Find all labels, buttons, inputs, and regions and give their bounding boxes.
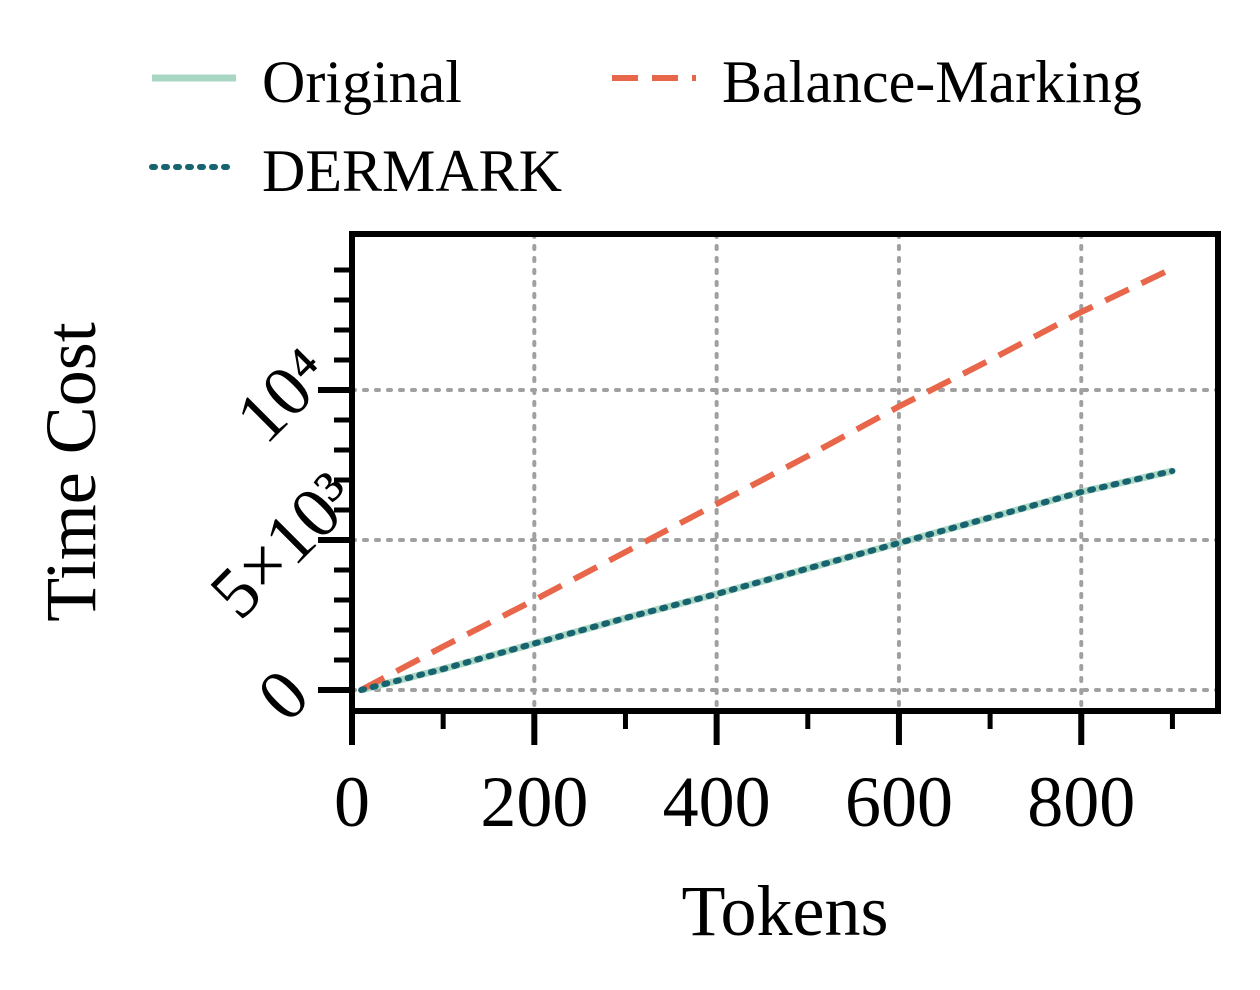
legend-label: Balance-Marking (722, 49, 1142, 115)
x-axis: 0 200 400 600 800 (334, 711, 1175, 842)
x-tick-label: 0 (334, 762, 370, 842)
legend: Original Balance-Marking DERMARK (149, 49, 1142, 204)
grid-lines (350, 232, 1220, 713)
x-tick-label: 200 (480, 762, 588, 842)
y-tick-label: 0 (242, 654, 324, 736)
legend-label: DERMARK (262, 138, 562, 204)
x-tick-label: 400 (663, 762, 771, 842)
y-tick-label: 10⁴ (220, 332, 345, 457)
legend-label: Original (262, 49, 462, 115)
series-lines (358, 265, 1176, 694)
x-tick-label: 600 (845, 762, 953, 842)
plot-frame (349, 231, 1221, 714)
series-line-balance-marking (359, 265, 1174, 693)
y-tick-label: 5×10³ (195, 457, 372, 634)
y-axis-title: Time Cost (31, 322, 111, 621)
x-axis-title: Tokens (682, 871, 889, 951)
series-line-dermark (358, 468, 1176, 693)
x-tick-label: 800 (1027, 762, 1135, 842)
